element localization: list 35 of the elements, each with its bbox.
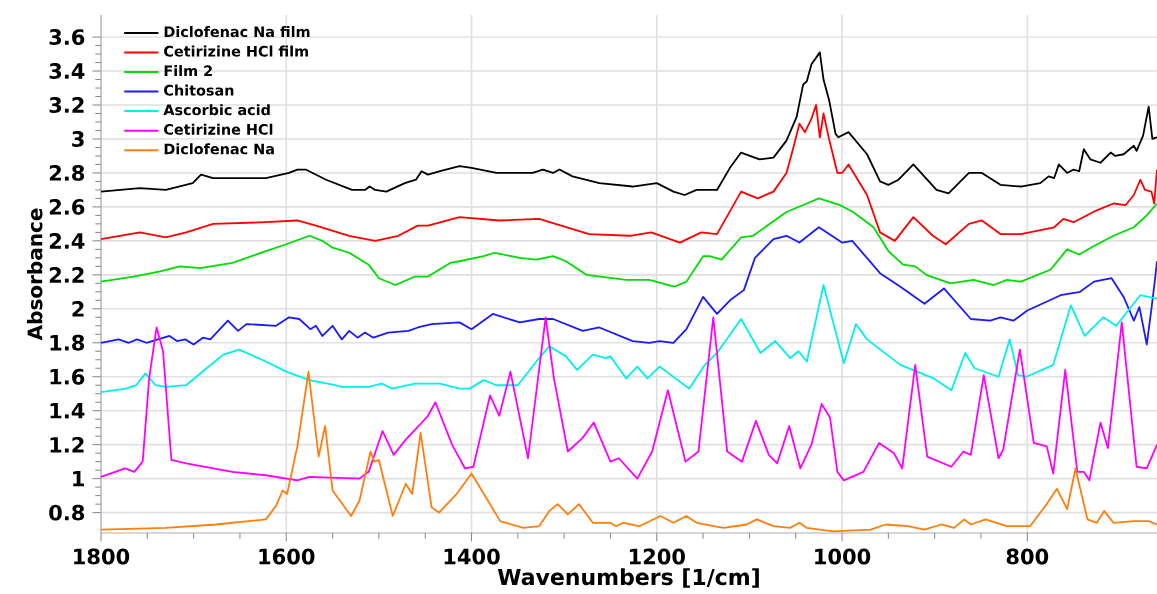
- x-axis-title: Wavenumbers [1/cm]: [497, 568, 759, 588]
- y-tick-label: 1.6: [50, 368, 85, 385]
- x-tick-label: 1000: [815, 548, 871, 565]
- legend-label: Chitosan: [164, 84, 234, 96]
- y-tick-label: 3: [72, 131, 84, 147]
- legend-label: Film 2: [164, 65, 212, 77]
- x-tick-label: 1600: [259, 548, 315, 565]
- x-tick-label: 1800: [74, 548, 130, 565]
- x-tick-label: 800: [1006, 548, 1049, 565]
- y-tick-label: 3.6: [49, 29, 85, 45]
- y-tick-label: 2.8: [49, 164, 85, 181]
- y-tick-label: 3.4: [49, 63, 85, 79]
- line-series: [101, 226, 1157, 346]
- line-series: [101, 316, 1157, 482]
- legend-label: Diclofenac Na film: [164, 25, 310, 38]
- y-tick-label: 0.8: [49, 504, 85, 521]
- y-tick-label: 2.2: [49, 267, 84, 283]
- line-series: [101, 284, 1157, 393]
- y-tick-label: 1: [73, 470, 84, 487]
- y-tick-label: 3.2: [49, 97, 84, 113]
- y-axis-title: Absorbance: [26, 208, 43, 341]
- y-tick-label: 1.8: [50, 334, 85, 351]
- legend-label: Cetirizine HCl film: [164, 45, 308, 57]
- x-tick-label: 1400: [444, 548, 500, 565]
- legend-label: Diclofenac Na: [164, 143, 274, 155]
- y-tick-label: 2: [72, 301, 84, 317]
- y-tick-label: 2.6: [49, 198, 85, 215]
- y-tick-label: 1.2: [50, 436, 84, 453]
- legend-label: Ascorbic acid: [163, 104, 270, 116]
- y-tick-label: 1.4: [50, 403, 85, 419]
- legend-label: Cetirizine HCl: [164, 123, 273, 135]
- x-tick-label: 1200: [629, 548, 685, 565]
- line-series: [101, 197, 1157, 288]
- y-tick-label: 2.4: [49, 233, 85, 249]
- line-series: [101, 104, 1157, 246]
